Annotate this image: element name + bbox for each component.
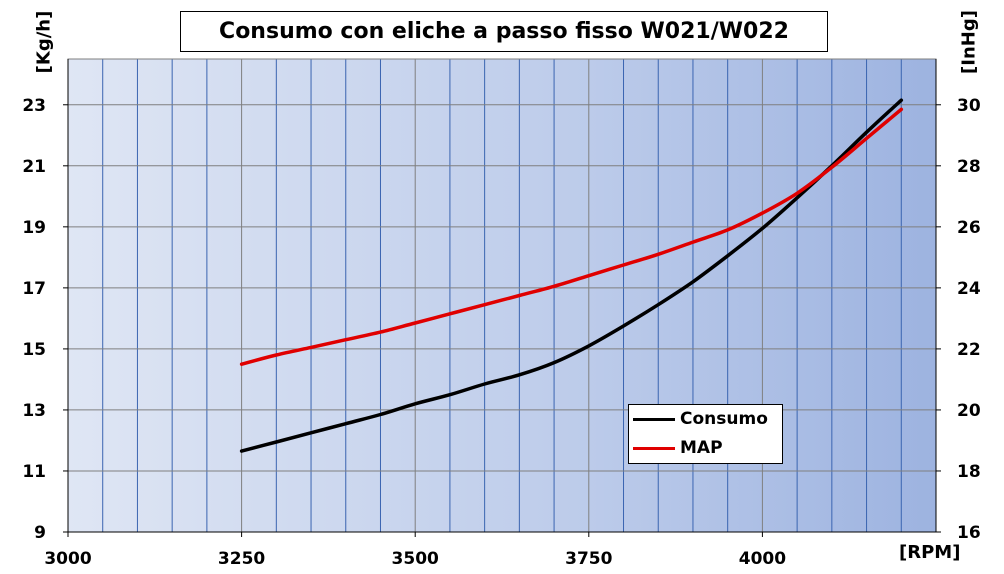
- data-point-map: [414, 321, 417, 325]
- data-point-map: [379, 330, 382, 334]
- data-point-map: [761, 211, 764, 215]
- legend: Consumo MAP: [628, 404, 783, 464]
- data-point-consumo: [795, 196, 799, 200]
- data-point-consumo: [865, 131, 868, 134]
- data-point-consumo: [900, 98, 903, 102]
- y-left-tick-label: 23: [22, 96, 46, 116]
- data-point-map: [518, 294, 521, 297]
- data-point-map: [830, 166, 834, 169]
- data-point-consumo: [379, 413, 382, 416]
- data-point-map: [240, 362, 243, 366]
- plot-area: [68, 59, 936, 532]
- data-point-map: [726, 228, 729, 232]
- data-point-map: [691, 240, 695, 244]
- y-right-tick-label: 22: [957, 340, 981, 360]
- data-point-map: [448, 312, 452, 316]
- series-layer: [239, 98, 904, 453]
- y-left-tick-label: 9: [34, 523, 46, 543]
- data-point-consumo: [518, 373, 521, 377]
- y-right-tick-label: 28: [957, 157, 981, 177]
- data-point-map: [309, 346, 313, 349]
- data-point-map: [483, 303, 486, 306]
- data-point-consumo: [483, 382, 486, 386]
- data-point-consumo: [691, 280, 695, 283]
- data-point-map: [552, 285, 556, 288]
- legend-label-map: MAP: [680, 438, 723, 458]
- data-point-consumo: [240, 449, 243, 453]
- data-point-consumo: [726, 254, 729, 258]
- data-point-consumo: [761, 227, 764, 230]
- x-tick-label: 3250: [218, 549, 265, 569]
- y-left-tick-label: 13: [22, 401, 46, 421]
- x-tick-label: 4000: [739, 549, 786, 569]
- y-right-tick-label: 26: [957, 218, 981, 238]
- data-point-consumo: [344, 422, 347, 425]
- legend-item-consumo: Consumo: [633, 409, 768, 429]
- data-point-consumo: [622, 324, 625, 328]
- legend-item-map: MAP: [633, 438, 723, 458]
- data-point-map: [622, 263, 625, 267]
- chart-title: Consumo con eliche a passo fisso W021/W0…: [219, 19, 789, 44]
- axis-ticks: 3000 3250 3500 3750 4000 9 11 13 15 17 19 21 23 16 18 2…: [22, 96, 981, 569]
- data-point-map: [795, 192, 799, 195]
- data-point-map: [900, 108, 903, 111]
- y-axis-left-label: [Kg/h]: [33, 10, 55, 74]
- x-tick-label: 3750: [565, 549, 612, 569]
- data-point-consumo: [552, 361, 556, 364]
- chart-title-box: Consumo con eliche a passo fisso W021/W0…: [180, 11, 828, 52]
- series-line-consumo: [239, 98, 904, 453]
- data-point-map: [657, 253, 660, 256]
- y-right-tick-label: 24: [957, 279, 981, 299]
- data-point-consumo: [448, 393, 452, 396]
- y-axis-right-label: [InHg]: [958, 10, 980, 74]
- y-left-tick-label: 11: [22, 462, 46, 482]
- data-point-consumo: [309, 431, 313, 435]
- legend-swatch-map: [633, 446, 675, 450]
- x-axis-label: [RPM]: [899, 542, 961, 563]
- y-left-tick-label: 15: [22, 340, 46, 360]
- y-right-tick-label: 20: [957, 401, 981, 421]
- legend-swatch-consumo: [633, 417, 675, 421]
- data-point-consumo: [657, 303, 660, 306]
- y-right-tick-label: 30: [957, 96, 981, 116]
- data-point-consumo: [414, 402, 417, 406]
- data-point-consumo: [275, 440, 278, 444]
- y-right-tick-label: 18: [957, 462, 981, 482]
- x-tick-label: 3000: [44, 549, 91, 569]
- data-point-map: [275, 353, 278, 357]
- legend-label-consumo: Consumo: [680, 409, 768, 429]
- data-point-map: [587, 274, 590, 277]
- y-left-tick-label: 19: [22, 218, 46, 238]
- data-point-map: [865, 137, 868, 140]
- y-left-tick-label: 17: [22, 279, 46, 299]
- data-point-consumo: [587, 344, 590, 348]
- data-point-map: [344, 338, 347, 341]
- y-right-tick-label: 16: [957, 523, 981, 543]
- x-tick-label: 3500: [392, 549, 439, 569]
- y-left-tick-label: 21: [22, 157, 46, 177]
- series-line-map: [239, 107, 904, 366]
